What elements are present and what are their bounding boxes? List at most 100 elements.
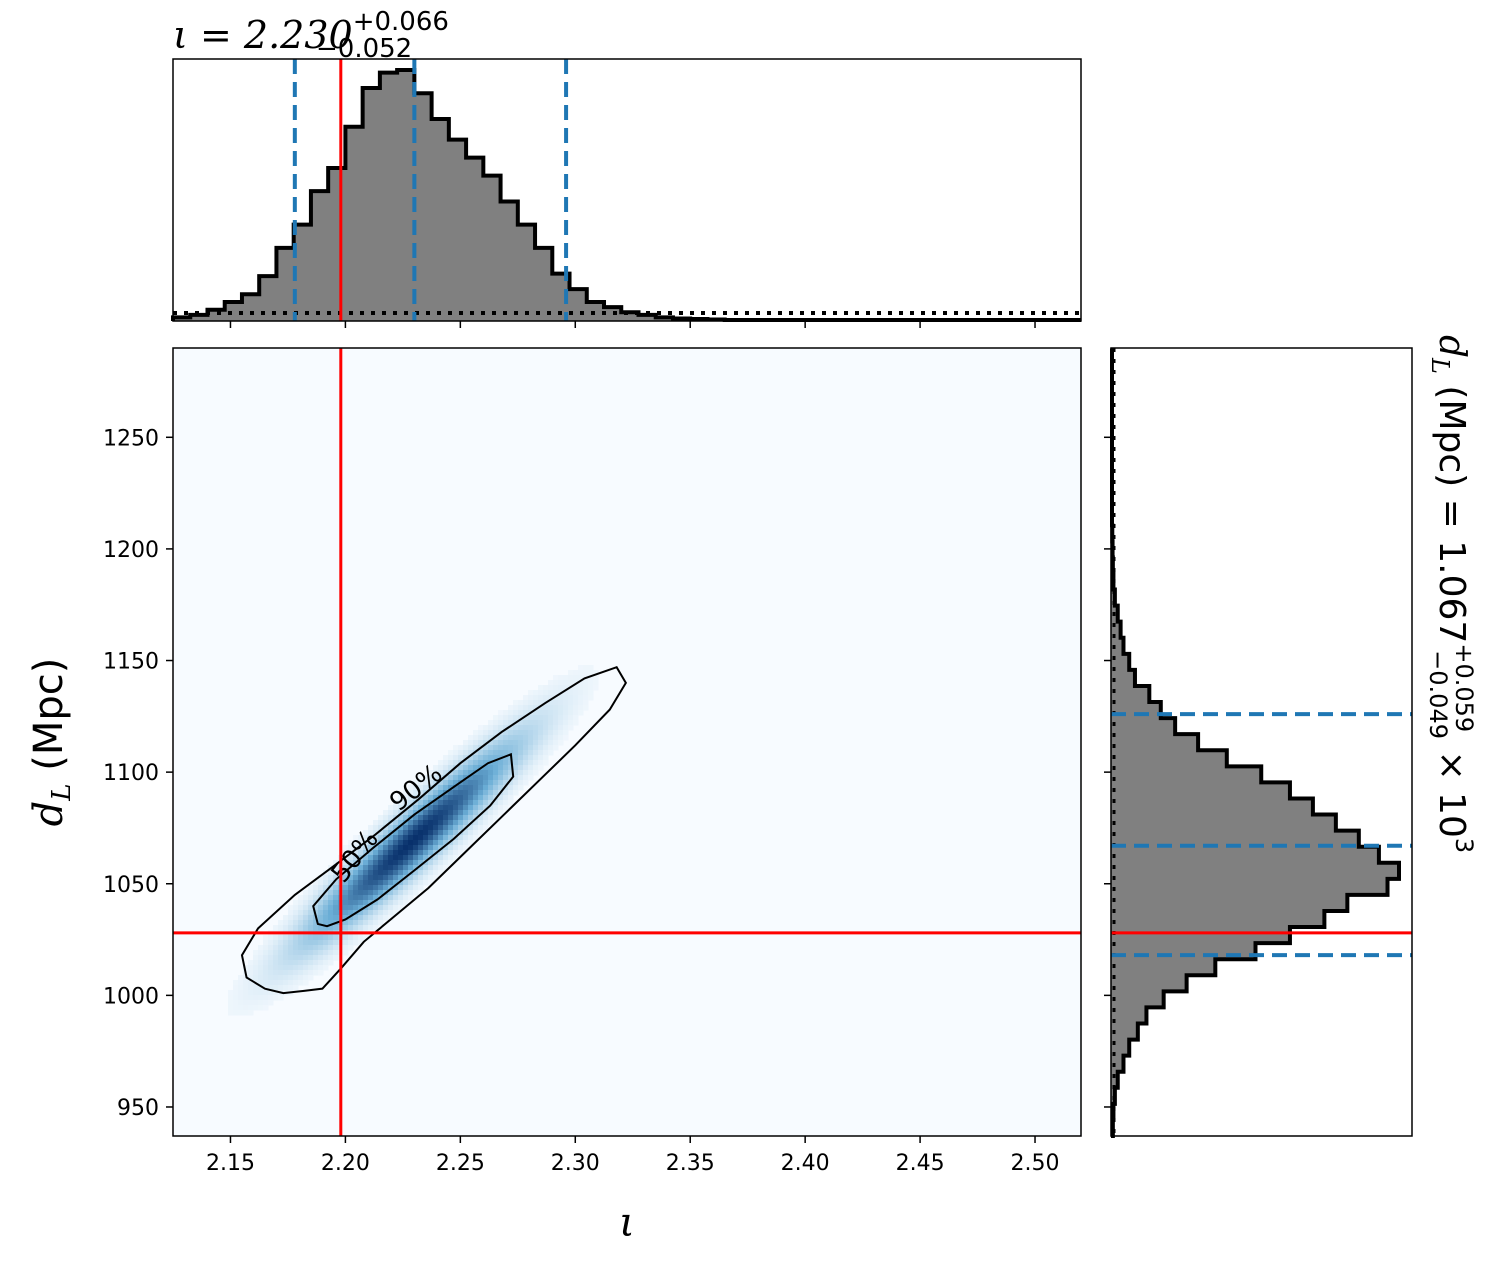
density-cell — [548, 705, 554, 711]
density-cell — [438, 785, 444, 791]
density-cell — [333, 895, 339, 901]
density-cell — [358, 895, 364, 901]
y-axis-ticks: 950 1000 1050 1100 1150 1200 1250 — [103, 426, 173, 1121]
density-cell — [343, 905, 349, 911]
density-cell — [403, 810, 409, 816]
density-cell — [393, 845, 399, 851]
density-cell — [283, 950, 289, 956]
density-cell — [443, 775, 449, 781]
density-cell — [493, 730, 499, 736]
density-cell — [253, 965, 259, 971]
density-cell — [253, 960, 259, 966]
density-cell — [383, 910, 389, 916]
density-cell — [378, 920, 384, 926]
density-cell — [398, 830, 404, 836]
density-cell — [398, 820, 404, 826]
density-cell — [388, 850, 394, 856]
density-cell — [543, 695, 549, 701]
density-cell — [398, 840, 404, 846]
density-cell — [423, 840, 429, 846]
x-tick-label-2: 2.25 — [436, 1151, 485, 1176]
density-cell — [473, 805, 479, 811]
density-cell — [378, 830, 384, 836]
density-cell — [458, 835, 464, 841]
density-cell — [238, 985, 244, 991]
density-cell — [518, 755, 524, 761]
density-cell — [368, 860, 374, 866]
density-cell — [483, 795, 489, 801]
density-cell — [403, 865, 409, 871]
density-cell — [428, 845, 434, 851]
density-cell — [313, 935, 319, 941]
density-cell — [443, 800, 449, 806]
density-cell — [573, 690, 579, 696]
density-cell — [548, 720, 554, 726]
density-cell — [448, 760, 454, 766]
density-cell — [433, 835, 439, 841]
density-cell — [438, 855, 444, 861]
density-cell — [298, 975, 304, 981]
density-cell — [438, 795, 444, 801]
density-cell — [403, 825, 409, 831]
density-cell — [428, 835, 434, 841]
density-cell — [478, 740, 484, 746]
density-cell — [498, 810, 504, 816]
density-cell — [508, 790, 514, 796]
density-cell — [493, 805, 499, 811]
density-cell — [418, 805, 424, 811]
density-cell — [478, 785, 484, 791]
density-cell — [348, 845, 354, 851]
density-cell — [278, 935, 284, 941]
density-cell — [508, 785, 514, 791]
density-cell — [553, 700, 559, 706]
density-cell — [413, 830, 419, 836]
density-cell — [263, 985, 269, 991]
iota-title-sub: −0.052 — [316, 34, 412, 64]
density-cell — [243, 1000, 249, 1006]
density-cell — [388, 880, 394, 886]
density-cell — [408, 890, 414, 896]
density-cell — [573, 705, 579, 711]
density-cell — [343, 950, 349, 956]
density-cell — [323, 965, 329, 971]
density-cell — [283, 915, 289, 921]
density-cell — [453, 840, 459, 846]
density-cell — [318, 955, 324, 961]
density-cell — [573, 685, 579, 691]
density-cell — [303, 900, 309, 906]
density-cell — [353, 915, 359, 921]
density-cell — [423, 845, 429, 851]
density-cell — [263, 1005, 269, 1011]
density-cell — [503, 800, 509, 806]
density-cell — [443, 810, 449, 816]
density-cell — [528, 755, 534, 761]
density-cell — [538, 730, 544, 736]
density-cell — [433, 770, 439, 776]
density-cell — [378, 835, 384, 841]
density-cell — [538, 760, 544, 766]
density-cell — [473, 780, 479, 786]
density-cell — [273, 945, 279, 951]
density-cell — [273, 950, 279, 956]
density-cell — [368, 855, 374, 861]
density-cell — [458, 820, 464, 826]
density-cell — [333, 955, 339, 961]
density-cell — [423, 800, 429, 806]
density-cell — [463, 840, 469, 846]
density-cell — [468, 840, 474, 846]
density-cell — [483, 735, 489, 741]
density-cell — [413, 825, 419, 831]
density-cell — [398, 865, 404, 871]
density-cell — [398, 815, 404, 821]
density-cell — [488, 765, 494, 771]
density-cell — [543, 715, 549, 721]
density-cell — [233, 1010, 239, 1016]
density-cell — [268, 970, 274, 976]
x-axis-label: ι — [619, 1200, 635, 1246]
density-cell — [423, 820, 429, 826]
density-cell — [438, 835, 444, 841]
density-cell — [253, 955, 259, 961]
density-cell — [343, 875, 349, 881]
density-cell — [443, 820, 449, 826]
density-cell — [368, 880, 374, 886]
